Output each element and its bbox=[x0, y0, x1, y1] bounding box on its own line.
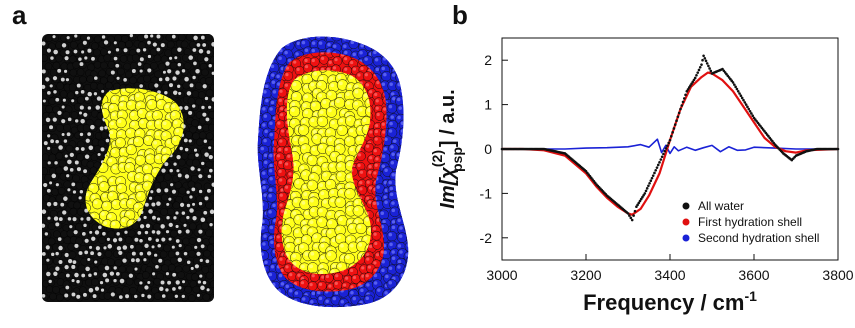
data-point bbox=[734, 86, 737, 89]
data-point bbox=[749, 110, 752, 113]
data-point bbox=[695, 74, 698, 77]
data-point bbox=[710, 70, 713, 73]
data-point bbox=[648, 182, 651, 185]
data-point bbox=[665, 147, 668, 150]
data-point bbox=[662, 153, 665, 156]
panel-b: 3000 3200 3400 3600 3800 -2 -1 0 1 2 All water Fir… bbox=[430, 0, 855, 323]
data-point bbox=[657, 164, 660, 167]
y-tick-label: 0 bbox=[484, 141, 492, 157]
series-first-hydration-shell bbox=[502, 73, 838, 215]
data-point bbox=[632, 214, 635, 217]
data-point bbox=[708, 67, 711, 70]
data-point bbox=[667, 142, 670, 145]
data-point bbox=[732, 81, 735, 84]
data-point bbox=[677, 116, 680, 119]
y-tick-label: -1 bbox=[480, 185, 493, 201]
data-point bbox=[654, 169, 657, 172]
data-point bbox=[663, 150, 666, 153]
data-point bbox=[701, 59, 704, 62]
data-point bbox=[650, 179, 653, 182]
data-point bbox=[651, 177, 654, 180]
data-point bbox=[673, 127, 676, 130]
data-point bbox=[696, 71, 699, 74]
x-tick-label: 3400 bbox=[654, 267, 685, 283]
data-point bbox=[740, 94, 743, 97]
data-point bbox=[630, 217, 633, 220]
data-point bbox=[704, 57, 707, 60]
y-tick-label: -2 bbox=[480, 230, 493, 246]
data-point bbox=[683, 97, 686, 100]
x-tick-label: 3600 bbox=[738, 267, 769, 283]
legend-label: Second hydration shell bbox=[698, 231, 819, 245]
y-axis-label: Im[χ(2)psp] / a.u. bbox=[430, 89, 465, 208]
x-tick-label: 3200 bbox=[570, 267, 601, 283]
data-point bbox=[750, 112, 753, 115]
data-point bbox=[656, 166, 659, 169]
data-point bbox=[742, 99, 745, 102]
data-point bbox=[682, 101, 685, 104]
data-point bbox=[698, 69, 701, 72]
data-point bbox=[746, 106, 749, 109]
data-point bbox=[744, 101, 747, 104]
data-point bbox=[634, 210, 637, 213]
legend-label: All water bbox=[698, 199, 744, 213]
data-point bbox=[705, 60, 708, 63]
x-tick-label: 3800 bbox=[822, 267, 853, 283]
series-line bbox=[502, 73, 838, 215]
data-point bbox=[684, 94, 687, 97]
legend-marker bbox=[683, 235, 690, 242]
data-point bbox=[700, 63, 703, 66]
data-point bbox=[702, 54, 705, 57]
x-axis-label: Frequency / cm-1 bbox=[583, 288, 757, 315]
data-point bbox=[837, 148, 840, 151]
spectrum-chart: 3000 3200 3400 3600 3800 -2 -1 0 1 2 All water Fir… bbox=[430, 0, 855, 323]
data-point bbox=[707, 65, 710, 68]
data-point bbox=[733, 83, 736, 86]
legend-marker bbox=[683, 203, 690, 210]
data-point bbox=[737, 90, 740, 93]
data-point bbox=[706, 62, 709, 65]
data-point bbox=[666, 144, 669, 147]
x-tick-label: 3000 bbox=[486, 267, 517, 283]
data-point bbox=[627, 212, 630, 215]
data-point bbox=[741, 97, 744, 100]
data-point bbox=[653, 172, 656, 175]
legend-marker bbox=[683, 219, 690, 226]
data-point bbox=[751, 114, 754, 117]
y-tick-label: 1 bbox=[484, 97, 492, 113]
data-point bbox=[680, 104, 683, 107]
data-point bbox=[652, 174, 655, 177]
data-point bbox=[674, 123, 677, 126]
data-point bbox=[647, 184, 650, 187]
data-point bbox=[694, 77, 697, 80]
data-point bbox=[660, 158, 663, 161]
data-point bbox=[644, 192, 647, 195]
data-point bbox=[745, 103, 748, 106]
data-point bbox=[661, 155, 664, 158]
y-tick-label: 2 bbox=[484, 52, 492, 68]
protein-hydration-shells bbox=[243, 23, 426, 318]
data-point bbox=[678, 112, 681, 115]
data-point bbox=[646, 187, 649, 190]
data-point bbox=[736, 88, 739, 91]
data-point bbox=[675, 119, 678, 122]
data-point bbox=[670, 135, 673, 138]
data-point bbox=[631, 219, 634, 222]
legend-label: First hydration shell bbox=[698, 215, 802, 229]
data-point bbox=[679, 108, 682, 111]
molecular-rendering bbox=[0, 0, 450, 323]
data-point bbox=[747, 108, 750, 111]
legend: All water First hydration shell Second hyd… bbox=[683, 199, 820, 245]
data-point bbox=[669, 139, 672, 142]
data-point bbox=[699, 66, 702, 69]
data-point bbox=[671, 131, 674, 134]
panel-a bbox=[0, 0, 450, 323]
data-point bbox=[628, 214, 631, 217]
data-point bbox=[658, 161, 661, 164]
data-point bbox=[645, 190, 648, 193]
data-point bbox=[738, 92, 741, 95]
